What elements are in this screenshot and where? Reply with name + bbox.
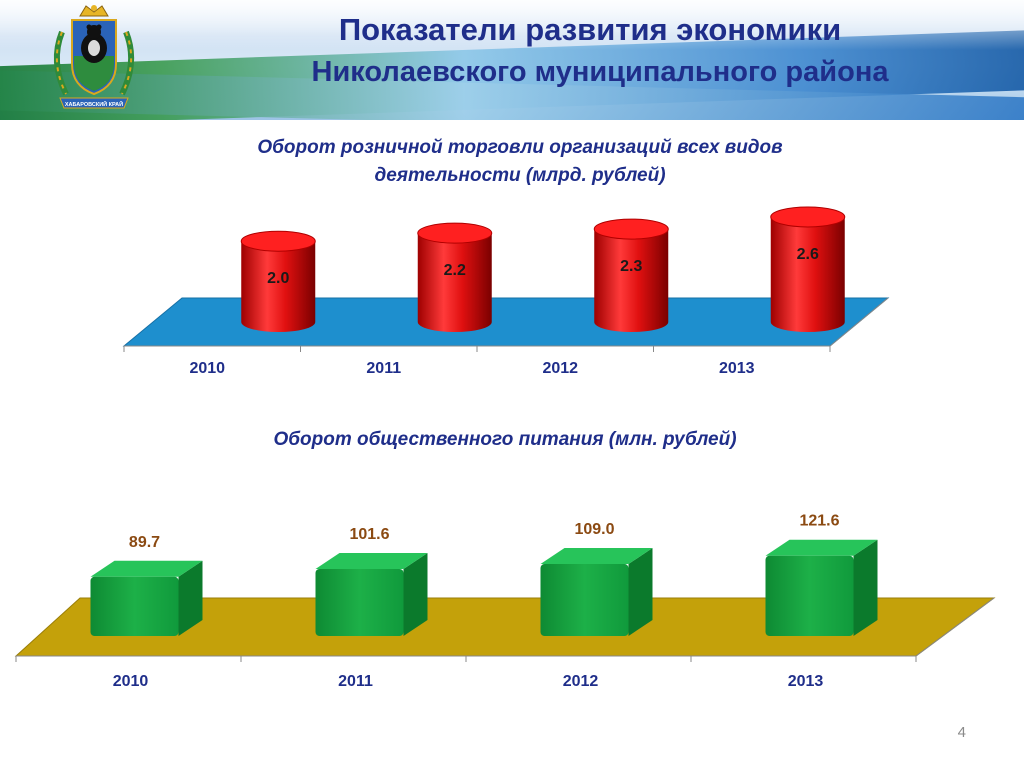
retail-value-label: 2.0 [267, 270, 289, 287]
catering-bar-2010 [90, 560, 203, 636]
retail-x-tick-label: 2010 [189, 360, 225, 377]
catering-bar-top [540, 548, 653, 565]
catering-bar-side [403, 552, 428, 636]
catering-value-label: 89.7 [129, 534, 160, 551]
catering-x-tick-label: 2011 [338, 673, 373, 690]
catering-value-label: 121.6 [799, 513, 839, 530]
catering-bar-top [315, 552, 428, 569]
retail-bar-2010 [240, 230, 316, 332]
header-banner: ХАБАРОВСКИЙ КРАЙ Показатели развития эко… [0, 0, 1024, 120]
catering-bar-2012 [540, 548, 653, 636]
retail-bar-2011 [417, 222, 493, 332]
catering-bar-side [178, 560, 203, 636]
retail-value-label: 2.2 [444, 262, 466, 279]
emblem-caption: ХАБАРОВСКИЙ КРАЙ [65, 100, 123, 108]
catering-bar-top [765, 539, 878, 556]
catering-value-label: 109.0 [574, 521, 614, 538]
page-number: 4 [957, 724, 966, 741]
catering-bar-front [315, 568, 404, 636]
catering-x-tick-label: 2013 [788, 673, 824, 690]
retail-value-label: 2.3 [620, 258, 642, 275]
catering-chart-title-line1: Оборот общественного питания (млн. рубле… [273, 429, 737, 450]
page-title-line2: Николаевского муниципального района [311, 56, 889, 88]
retail-bar-body [241, 241, 316, 332]
retail-chart-axis-depth [829, 297, 889, 347]
retail-value-label: 2.6 [797, 246, 819, 263]
retail-x-tick-label: 2011 [366, 360, 401, 377]
catering-bar-2011 [315, 552, 428, 636]
retail-chart-title-line2: деятельности (млрд. рублей) [374, 165, 666, 186]
retail-bar-2013 [770, 206, 846, 332]
catering-bar-side [853, 539, 878, 636]
retail-bar-body [417, 233, 492, 332]
catering-bar-front [90, 576, 179, 636]
retail-x-tick-label: 2013 [719, 360, 755, 377]
catering-bar-front [540, 564, 629, 636]
catering-chart-axis-depth [915, 597, 995, 657]
retail-bar-top [593, 218, 669, 240]
retail-bar-top [417, 222, 493, 244]
coat-of-arms-icon: ХАБАРОВСКИЙ КРАЙ [53, 5, 135, 109]
retail-bar-2012 [593, 218, 669, 332]
retail-bar-top [770, 206, 846, 228]
catering-bar-side [628, 548, 653, 636]
retail-bar-body [594, 229, 669, 332]
retail-chart-title-line1: Оборот розничной торговли организаций вс… [257, 137, 783, 158]
retail-bar-body [770, 216, 845, 332]
catering-x-tick-label: 2012 [563, 673, 599, 690]
catering-bar-2013 [765, 539, 878, 636]
retail-chart-title: Оборот розничной торговли организаций вс… [150, 134, 890, 190]
header-shine [0, 0, 1024, 50]
catering-x-tick-label: 2010 [113, 673, 149, 690]
retail-bar-top [240, 230, 316, 252]
catering-bar-front [765, 555, 854, 636]
catering-chart-title: Оборот общественного питания (млн. рубле… [150, 426, 860, 454]
retail-x-tick-label: 2012 [542, 360, 578, 377]
catering-bar-top [90, 560, 203, 577]
page-title-line1: Показатели развития экономики [338, 12, 842, 47]
catering-value-label: 101.6 [349, 526, 389, 543]
